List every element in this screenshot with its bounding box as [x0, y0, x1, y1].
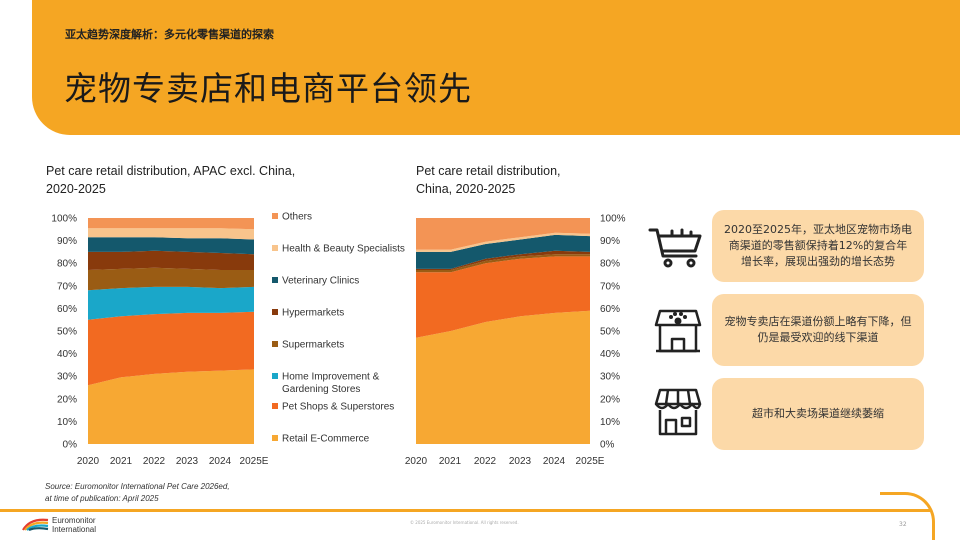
chart2-area-health-beauty-specialists	[416, 232, 590, 252]
chart2-area-veterinary-clinics	[416, 234, 590, 269]
chart1-area-veterinary-clinics	[88, 237, 254, 255]
chart1-title-line2: 2020-2025	[46, 182, 106, 196]
chart1-ytick-label: 70%	[57, 281, 77, 292]
header-banner	[32, 0, 960, 135]
chart1-xtick-label: 2021	[110, 456, 133, 467]
chart1-ytick-label: 40%	[57, 349, 77, 360]
chart1-ytick-label: 100%	[51, 214, 77, 225]
storefront-icon	[654, 388, 702, 436]
legend-swatch	[272, 213, 278, 219]
chart1-xtick-label: 2025E	[240, 456, 269, 467]
legend-label: Hypermarkets	[282, 308, 344, 319]
chart2-title-line2: China, 2020-2025	[416, 182, 516, 196]
chart1-xtick-label: 2024	[209, 456, 232, 467]
chart2-ytick-label: 90%	[600, 236, 620, 247]
chart2-title: Pet care retail distribution, China, 202…	[416, 162, 561, 198]
source-line1: Source: Euromonitor International Pet Ca…	[45, 482, 230, 491]
source-line2: at time of publication: April 2025	[45, 494, 159, 503]
legend-swatch	[272, 245, 278, 251]
legend-label: Supermarkets	[282, 340, 344, 351]
chart1-ytick-label: 30%	[57, 372, 77, 383]
legend-swatch	[272, 435, 278, 441]
legend-swatch	[272, 309, 278, 315]
chart2-xtick-label: 2024	[543, 456, 566, 467]
pet-store-icon	[654, 309, 702, 353]
chart2-ytick-label: 50%	[600, 327, 620, 338]
page-number: 32	[899, 521, 907, 528]
shopping-cart-icon	[648, 228, 702, 268]
chart2-ytick-label: 20%	[600, 394, 620, 405]
source-note: Source: Euromonitor International Pet Ca…	[45, 481, 230, 505]
chart1-area-home-improvement-gardening-stores	[88, 286, 254, 320]
chart1-ytick-label: 80%	[57, 259, 77, 270]
chart2-xtick-label: 2022	[474, 456, 497, 467]
chart2-xtick-label: 2021	[439, 456, 462, 467]
chart1-area-hypermarkets	[88, 250, 254, 270]
footer-corner-curve	[880, 492, 935, 540]
legend-label: Health & Beauty Specialists	[282, 244, 405, 255]
logo-line2: International	[52, 525, 97, 534]
chart2-ytick-label: 70%	[600, 281, 620, 292]
legend-label: Pet Shops & Superstores	[282, 402, 394, 413]
legend: Others Health & Beauty Specialists Veterin…	[272, 212, 405, 445]
kicker-text: 亚太趋势深度解析：多元化零售渠道的探索	[65, 28, 274, 41]
insight-box-ecommerce: 2020至2025年，亚太地区宠物市场电商渠道的零售额保持着12%的复合年增长率…	[712, 210, 924, 282]
chart1-xtick-label: 2020	[77, 456, 100, 467]
chart1-area-pet-shops-superstores	[88, 311, 254, 386]
logo-line1: Euromonitor	[52, 516, 96, 525]
chart1-ytick-label: 90%	[57, 236, 77, 247]
chart1-area-health-beauty-specialists	[88, 228, 254, 240]
chart2-title-line1: Pet care retail distribution,	[416, 164, 561, 178]
page-title: 宠物专卖店和电商平台领先	[64, 69, 472, 108]
chart1-plot: 0% 10% 20% 30% 40% 50% 60% 70% 80% 90% 100% 2020 202…	[51, 214, 268, 468]
chart2-ytick-label: 10%	[600, 417, 620, 428]
chart1-title-line1: Pet care retail distribution, APAC excl.…	[46, 164, 296, 178]
copyright-text: © 2025 Euromonitor International. All ri…	[410, 520, 519, 525]
chart1-ytick-label: 10%	[57, 417, 77, 428]
legend-swatch	[272, 403, 278, 409]
chart1-ytick-label: 20%	[57, 394, 77, 405]
legend-swatch	[272, 277, 278, 283]
chart2-ytick-label: 0%	[600, 440, 615, 451]
footer-divider	[0, 509, 930, 512]
chart2-xtick-label: 2025E	[576, 456, 605, 467]
chart1-ytick-label: 0%	[63, 440, 78, 451]
chart1-ytick-label: 50%	[57, 327, 77, 338]
chart1-xtick-label: 2023	[176, 456, 199, 467]
legend-swatch	[272, 341, 278, 347]
legend-label: Others	[282, 212, 312, 223]
legend-label: Veterinary Clinics	[282, 276, 359, 287]
chart2-area-hypermarkets	[416, 250, 590, 270]
chart2-area-supermarkets	[416, 254, 590, 273]
chart2-ytick-label: 80%	[600, 259, 620, 270]
chart2-plot: 0% 10% 20% 30% 40% 50% 60% 70% 80% 90% 100% 2020 202…	[405, 214, 626, 468]
chart1-area-supermarkets	[88, 267, 254, 291]
chart1-area-retail-e-commerce	[88, 369, 254, 444]
logo-text: Euromonitor International	[52, 516, 96, 534]
chart2-xtick-label: 2020	[405, 456, 428, 467]
legend-label: Retail E-Commerce	[282, 434, 370, 445]
chart1-xtick-label: 2022	[143, 456, 166, 467]
insight-box-pet-shops: 宠物专卖店在渠道份额上略有下降，但仍是最受欢迎的线下渠道	[712, 294, 924, 366]
insight-box-supermarkets: 超市和大卖场渠道继续萎缩	[712, 378, 924, 450]
chart2-xtick-label: 2023	[509, 456, 532, 467]
chart2-ytick-label: 60%	[600, 304, 620, 315]
chart2-ytick-label: 30%	[600, 372, 620, 383]
chart2-area-retail-e-commerce	[416, 310, 590, 444]
euromonitor-logo-icon	[22, 518, 49, 532]
legend-label: Gardening Stores	[282, 384, 360, 395]
chart2-area-others	[416, 218, 590, 250]
legend-label: Home Improvement &	[282, 372, 380, 383]
chart2-ytick-label: 100%	[600, 214, 626, 225]
chart1-ytick-label: 60%	[57, 304, 77, 315]
legend-swatch	[272, 373, 278, 379]
chart2-ytick-label: 40%	[600, 349, 620, 360]
chart2-area-pet-shops-superstores	[416, 256, 590, 338]
chart1-area-others	[88, 218, 254, 230]
chart1-title: Pet care retail distribution, APAC excl.…	[46, 162, 295, 198]
